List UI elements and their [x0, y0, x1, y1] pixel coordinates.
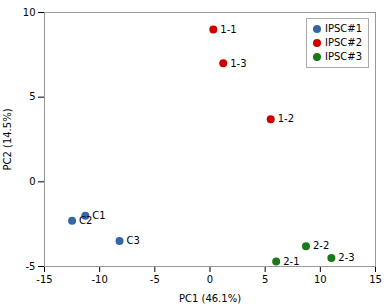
svg-text:10: 10 [314, 274, 327, 285]
svg-text:PC1 (46.1%): PC1 (46.1%) [179, 293, 241, 304]
svg-text:0: 0 [29, 176, 35, 187]
svg-text:5: 5 [29, 91, 35, 102]
svg-text:PC2 (14.5%): PC2 (14.5%) [2, 108, 13, 170]
svg-text:C3: C3 [127, 235, 140, 246]
svg-text:0: 0 [207, 274, 213, 285]
svg-text:5: 5 [262, 274, 268, 285]
svg-text:2-2: 2-2 [313, 240, 329, 251]
svg-text:-5: -5 [150, 274, 160, 285]
html-text:IPSC#3: IPSC#3 [324, 51, 362, 62]
html-text:IPSC#2: IPSC#2 [324, 37, 362, 48]
svg-text:1-2: 1-2 [278, 113, 294, 124]
svg-text:-5: -5 [26, 261, 36, 272]
svg-text:2-3: 2-3 [338, 252, 354, 263]
svg-text:1-3: 1-3 [230, 58, 246, 69]
svg-text:-15: -15 [36, 274, 52, 285]
svg-text:C1: C1 [92, 210, 105, 221]
svg-text:1-1: 1-1 [220, 24, 236, 35]
svg-text:10: 10 [23, 7, 36, 18]
svg-text:15: 15 [369, 274, 382, 285]
svg-text:-10: -10 [91, 274, 107, 285]
html-text:IPSC#1: IPSC#1 [324, 23, 362, 34]
svg-text:C2: C2 [79, 215, 92, 226]
svg-text:2-1: 2-1 [283, 256, 299, 267]
